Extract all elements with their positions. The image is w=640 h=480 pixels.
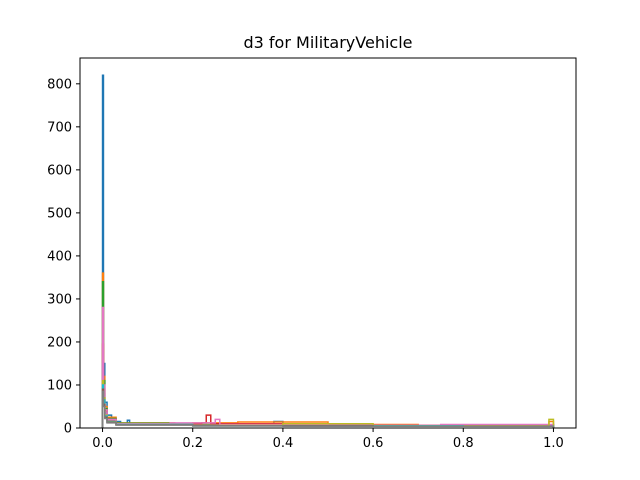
x-tick-label: 1.0 <box>543 436 564 451</box>
chart-title: d3 for MilitaryVehicle <box>244 33 413 52</box>
y-tick-label: 600 <box>47 163 72 178</box>
y-tick-label: 100 <box>47 378 72 393</box>
plot-frame <box>79 57 577 429</box>
x-tick-label: 0.8 <box>453 436 474 451</box>
x-tick-label: 0.6 <box>363 436 384 451</box>
y-tick-label: 300 <box>47 292 72 307</box>
y-tick-label: 200 <box>47 335 72 350</box>
x-tick-label: 0.4 <box>273 436 294 451</box>
y-tick-label: 800 <box>47 77 72 92</box>
series-10-line <box>101 390 555 428</box>
x-axis: 0.0 0.2 0.4 0.6 0.8 1.0 <box>92 428 564 451</box>
x-tick-label: 0.2 <box>182 436 203 451</box>
y-tick-label: 0 <box>64 422 72 437</box>
y-axis: 0 100 200 300 400 500 600 700 800 <box>47 77 80 437</box>
y-tick-label: 700 <box>47 120 72 135</box>
x-tick-label: 0.0 <box>92 436 113 451</box>
series-layer <box>101 74 555 428</box>
y-tick-label: 400 <box>47 249 72 264</box>
y-tick-label: 500 <box>47 206 72 221</box>
